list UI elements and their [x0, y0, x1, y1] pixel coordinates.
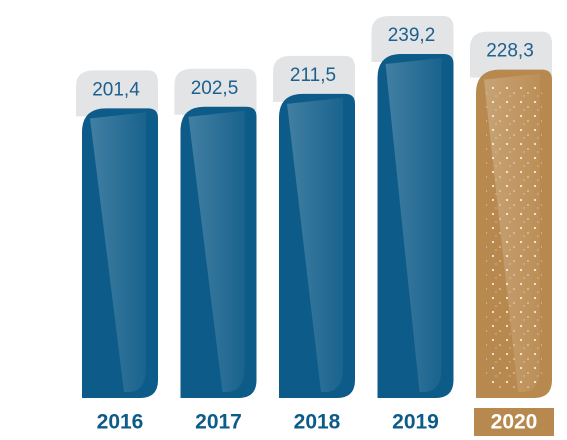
value-tab	[371, 16, 454, 62]
value-label: 228,3	[486, 41, 534, 62]
x-tick-label: 2017	[195, 411, 242, 434]
value-tab	[273, 55, 355, 102]
value-label: 211,5	[290, 65, 336, 86]
bar-sheen	[385, 58, 442, 392]
x-tick-label: 2016	[97, 411, 144, 434]
x-tick-label: 2020	[491, 411, 538, 434]
value-label: 239,2	[388, 25, 436, 46]
value-tab	[470, 31, 552, 78]
year-highlight	[474, 408, 554, 436]
x-tick-label: 2019	[392, 411, 439, 434]
bar-sheen	[90, 112, 146, 392]
value-label: 202,5	[191, 78, 239, 99]
x-tick-label: 2018	[294, 411, 341, 434]
value-tab	[76, 70, 158, 117]
bar-sheen	[188, 110, 245, 392]
bar-sheen	[287, 97, 343, 392]
bar-texture	[486, 83, 542, 388]
value-tab	[174, 68, 257, 115]
value-label: 201,4	[92, 79, 140, 100]
